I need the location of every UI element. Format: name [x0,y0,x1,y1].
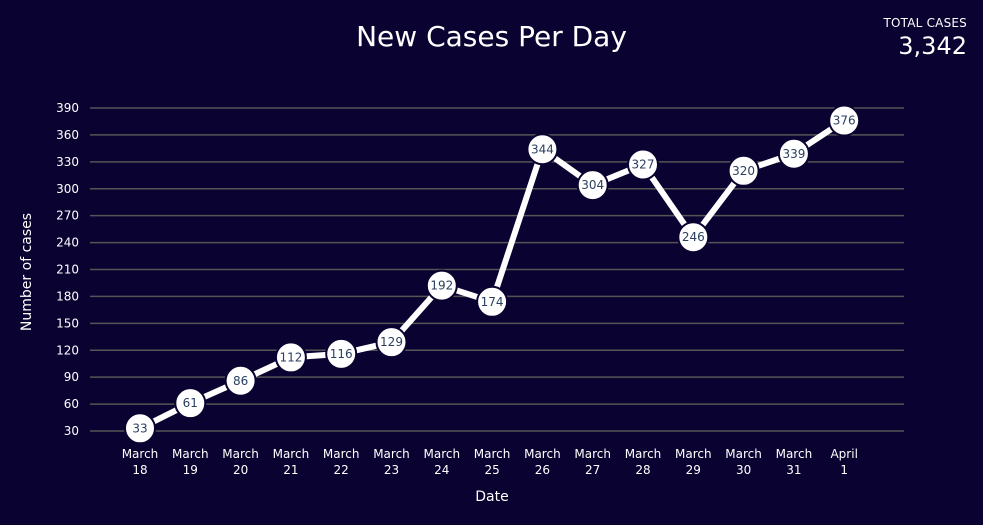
y-tick-label: 330 [56,155,79,169]
total-cases-value: 3,342 [898,32,967,60]
x-tick-label: March 31 [776,447,813,477]
data-point-marker [124,412,156,445]
x-tick-label: March 27 [574,447,611,477]
y-tick-label: 210 [56,263,79,277]
x-tick-label: March 21 [273,447,310,477]
data-point-marker [325,337,358,370]
x-tick-label: March 20 [222,447,259,477]
data-point-marker [727,154,760,187]
data-point-marker [224,364,257,397]
x-tick-label: March 30 [725,447,762,477]
y-tick-label: 120 [56,343,79,357]
y-tick-label: 360 [56,128,79,142]
chart-title: New Cases Per Day [356,20,627,53]
data-point-label: 376 [833,114,856,128]
y-tick-label: 180 [56,289,79,303]
data-point-label: 112 [279,350,302,364]
data-point-label: 33 [132,421,147,435]
x-tick-label: April 1 [830,447,857,477]
data-point-label: 246 [682,230,705,244]
data-point-marker [425,269,458,302]
x-tick-label: March 24 [424,447,461,477]
data-points: 33 61 86 112 116 129 192 174 344 304 327 246 320 339 3… [124,104,861,445]
y-axis-ticks: 30 60 90 120 150 180 210 240 270 300 330 360 390 [56,101,79,438]
y-tick-label: 270 [56,209,79,223]
data-point-label: 174 [481,295,504,309]
data-point-label: 327 [632,158,655,172]
data-point-marker [274,341,307,374]
data-point-label: 339 [782,147,805,161]
x-tick-label: March 22 [323,447,360,477]
gridlines [90,107,904,432]
y-tick-label: 90 [64,370,79,384]
data-point-label: 86 [233,374,248,388]
data-point-marker [576,169,609,202]
total-cases-box: TOTAL CASES 3,342 [884,16,968,60]
y-tick-label: 30 [64,424,79,438]
data-point-marker [476,285,509,318]
data-point-marker [174,387,207,420]
x-tick-label: March 23 [373,447,410,477]
data-point-label: 61 [183,396,198,410]
x-tick-label: March 29 [675,447,712,477]
x-axis-ticks: March 18 March 19 March 20 March 21 March 22 March… [122,447,858,477]
y-tick-label: 300 [56,182,79,196]
x-tick-label: March 26 [524,447,561,477]
data-point-label: 320 [732,164,755,178]
x-tick-label: March 18 [122,447,159,477]
data-point-marker [677,221,710,254]
y-tick-label: 240 [56,236,79,250]
data-point-marker [526,133,559,166]
data-point-label: 116 [330,347,353,361]
data-point-marker [375,326,408,359]
data-point-label: 304 [581,178,604,192]
y-tick-label: 150 [56,316,79,330]
data-point-label: 129 [380,335,403,349]
y-tick-label: 390 [56,101,79,115]
data-point-marker [627,148,659,181]
data-point-marker [777,137,810,170]
data-point-label: 344 [531,142,554,156]
y-axis-title: Number of cases [19,213,35,331]
x-axis-title: Date [475,489,508,505]
data-point-label: 192 [430,279,453,293]
x-tick-label: March 19 [172,447,209,477]
total-cases-label: TOTAL CASES [883,16,967,30]
x-tick-label: March 28 [625,447,662,477]
data-point-marker [828,104,861,137]
y-tick-label: 60 [64,397,79,411]
x-tick-label: March 25 [474,447,511,477]
